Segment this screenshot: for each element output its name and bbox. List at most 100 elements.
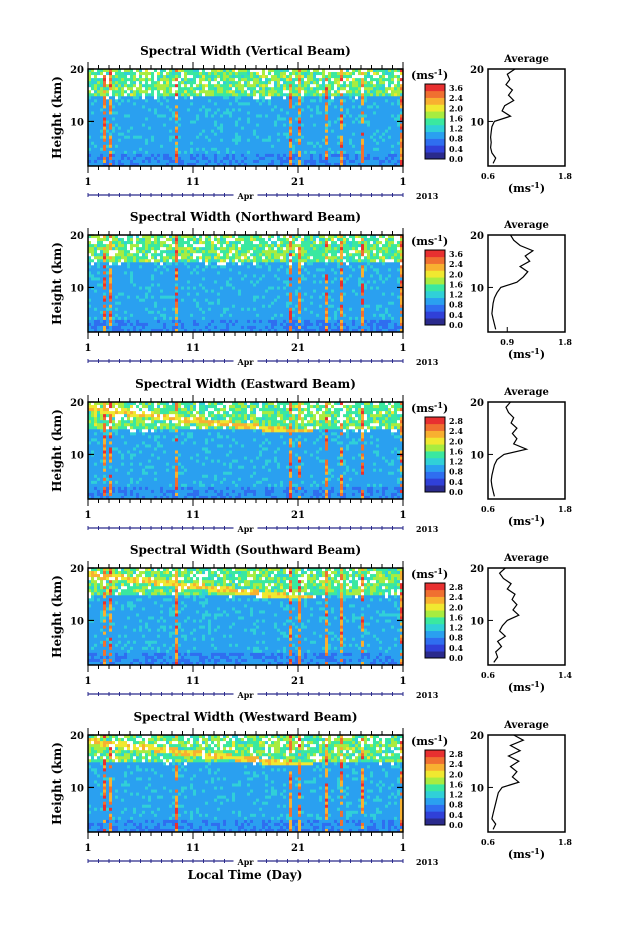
heatmap-cell xyxy=(382,108,386,112)
heatmap-cell xyxy=(268,90,272,94)
heatmap-cell xyxy=(100,84,104,88)
heatmap-cell xyxy=(172,72,176,76)
heatmap-cell xyxy=(172,111,176,115)
heatmap-cell xyxy=(127,253,131,257)
heatmap-cell xyxy=(124,162,128,167)
heatmap-cell xyxy=(97,319,101,324)
heatmap-cell xyxy=(169,159,173,164)
heatmap-cell xyxy=(370,96,374,100)
heatmap-cell xyxy=(187,304,191,309)
heatmap-cell xyxy=(157,253,161,257)
heatmap-cell xyxy=(301,87,305,91)
heatmap-cell xyxy=(322,78,326,82)
heatmap-cell xyxy=(334,87,338,91)
heatmap-cell xyxy=(208,156,212,161)
heatmap-cell xyxy=(241,78,245,82)
heatmap-cell xyxy=(193,241,197,245)
heatmap-cell xyxy=(373,93,377,97)
heatmap-cell xyxy=(343,102,347,106)
heatmap-cell xyxy=(241,141,245,146)
heatmap-cell xyxy=(385,93,389,97)
heatmap-cell xyxy=(202,141,206,146)
heatmap-cell xyxy=(160,81,164,85)
heatmap-cell xyxy=(379,117,383,121)
heatmap-cell xyxy=(286,81,290,85)
heatmap-cell xyxy=(262,162,266,167)
heatmap-cell xyxy=(172,93,176,97)
heatmap-cell xyxy=(337,141,341,146)
heatmap-cell xyxy=(88,90,92,94)
heatmap-cell xyxy=(124,111,128,115)
heatmap-cell xyxy=(187,322,191,327)
heatmap-cell xyxy=(343,117,347,121)
heatmap-cell xyxy=(208,117,212,121)
heatmap-cell xyxy=(343,141,347,146)
heatmap-cell xyxy=(268,105,272,109)
heatmap-cell xyxy=(262,102,266,106)
heatmap-cell xyxy=(163,259,167,263)
heatmap-cell xyxy=(199,150,203,155)
heatmap-cell xyxy=(163,150,167,155)
heatmap-cell xyxy=(361,69,365,73)
heatmap-cell xyxy=(133,102,137,106)
heatmap-cell xyxy=(136,283,140,287)
heatmap-cell xyxy=(166,138,170,143)
heatmap-cell xyxy=(337,114,341,118)
heatmap-cell xyxy=(334,75,338,79)
heatmap-cell xyxy=(157,316,161,321)
heatmap-cell xyxy=(262,147,266,152)
heatmap-cell xyxy=(142,268,146,272)
heatmap-cell xyxy=(292,123,296,127)
heatmap-cell xyxy=(115,156,119,161)
heatmap-cell xyxy=(199,325,203,330)
heatmap-cell xyxy=(223,259,227,263)
heatmap-cell xyxy=(247,144,251,149)
heatmap-cell xyxy=(154,247,158,251)
heatmap-cell xyxy=(136,138,140,143)
heatmap-cell xyxy=(154,313,158,318)
heatmap-cell xyxy=(184,96,188,100)
heatmap-cell xyxy=(154,235,158,239)
heatmap-cell xyxy=(349,123,353,127)
heatmap-cell xyxy=(277,93,281,97)
heatmap-cell xyxy=(292,138,296,143)
heatmap-cell xyxy=(175,150,179,155)
heatmap-cell xyxy=(334,162,338,167)
heatmap-cell xyxy=(160,75,164,79)
heatmap-cell xyxy=(175,241,179,245)
heatmap-cell xyxy=(181,111,185,115)
heatmap-cell xyxy=(184,141,188,146)
heatmap-cell xyxy=(112,241,116,245)
heatmap-cell xyxy=(187,265,191,269)
heatmap-cell xyxy=(130,105,134,109)
heatmap-cell xyxy=(319,69,323,73)
heatmap-cell xyxy=(121,301,125,306)
heatmap-cell xyxy=(94,150,98,155)
heatmap-cell xyxy=(130,295,134,300)
heatmap-cell xyxy=(115,235,119,239)
heatmap-cell xyxy=(313,81,317,85)
heatmap-cell xyxy=(373,84,377,88)
heatmap-cell xyxy=(391,120,395,124)
heatmap-cell xyxy=(214,117,218,121)
heatmap-cell xyxy=(160,274,164,278)
heatmap-cell xyxy=(376,111,380,115)
heatmap-cell xyxy=(145,310,149,315)
heatmap-cell xyxy=(259,126,263,131)
heatmap-cell xyxy=(355,117,359,121)
heatmap-cell xyxy=(277,84,281,88)
heatmap-cell xyxy=(124,141,128,146)
heatmap-cell xyxy=(148,141,152,146)
heatmap-cell xyxy=(178,286,182,290)
heatmap-cell xyxy=(142,93,146,97)
heatmap-cell xyxy=(211,72,215,76)
heatmap-cell xyxy=(253,138,257,143)
heatmap-cell xyxy=(214,253,218,257)
heatmap-cells xyxy=(88,69,404,167)
heatmap-cell xyxy=(256,87,260,91)
heatmap-cell xyxy=(271,117,275,121)
heatmap-cell xyxy=(109,262,113,266)
heatmap-cell xyxy=(130,81,134,85)
heatmap-cell xyxy=(172,75,176,79)
heatmap-cell xyxy=(121,283,125,287)
